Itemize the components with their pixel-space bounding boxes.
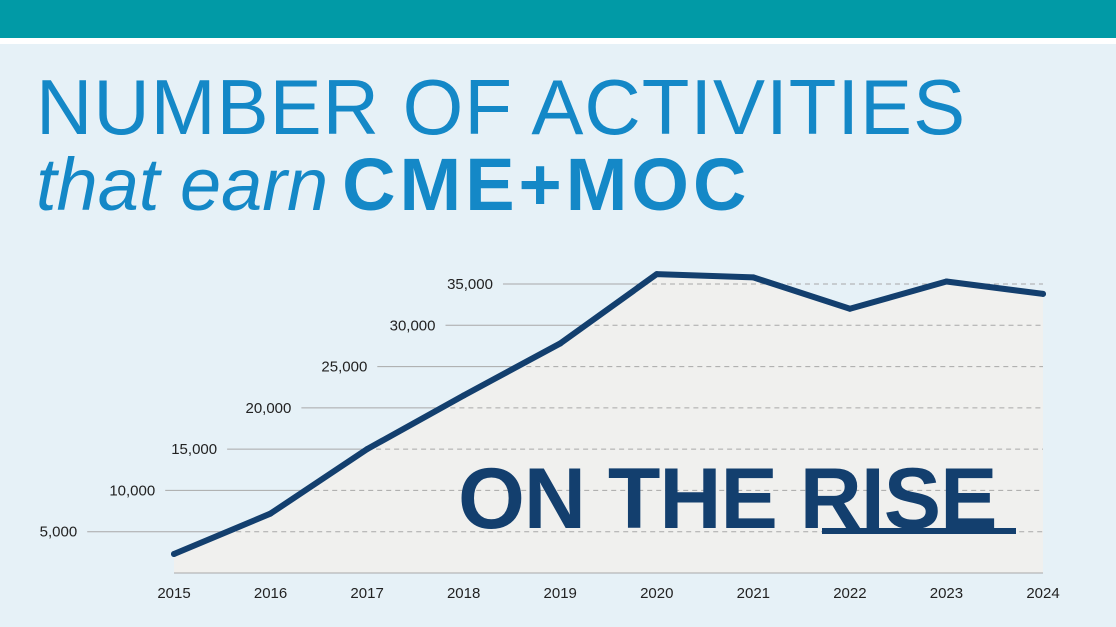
- data-point: [460, 392, 467, 399]
- callout-emphasis: RISE: [799, 451, 998, 547]
- title-line-2: that earn CME+MOC: [36, 148, 750, 222]
- y-tick-label: 30,000: [390, 317, 436, 334]
- data-point: [171, 551, 177, 558]
- y-tick-label: 20,000: [245, 400, 291, 417]
- x-tick-label: 2018: [447, 585, 480, 602]
- data-point: [557, 340, 564, 347]
- x-tick-label: 2024: [1026, 585, 1059, 602]
- x-tick-label: 2023: [930, 585, 963, 602]
- y-tick-label: 25,000: [321, 359, 367, 376]
- x-tick-label: 2021: [737, 585, 770, 602]
- y-tick-label: 10,000: [109, 482, 155, 499]
- top-band: [0, 0, 1116, 38]
- title-line-1: NUMBER OF ACTIVITIES: [36, 63, 967, 151]
- data-point: [943, 278, 950, 285]
- y-tick-label: 5,000: [40, 524, 78, 541]
- y-tick-label: 35,000: [447, 276, 493, 293]
- data-point: [653, 271, 660, 278]
- title-bold-text: CME+MOC: [342, 143, 751, 226]
- rise-underline: [822, 528, 1016, 534]
- x-tick-label: 2019: [544, 585, 577, 602]
- data-point: [846, 305, 853, 312]
- top-divider: [0, 38, 1116, 44]
- series-line: [171, 271, 1046, 558]
- x-tick-label: 2017: [350, 585, 383, 602]
- data-point: [1040, 290, 1046, 297]
- x-tick-label: 2016: [254, 585, 287, 602]
- callout-prefix: ON THE: [458, 451, 800, 547]
- on-the-rise-callout: ON THE RISE: [458, 456, 998, 542]
- data-point: [267, 510, 274, 517]
- data-point: [364, 446, 371, 453]
- title-italic-text: that earn: [36, 143, 329, 226]
- y-tick-label: 15,000: [171, 441, 217, 458]
- area-fill: [174, 274, 1043, 573]
- data-point: [750, 274, 757, 281]
- x-tick-label: 2020: [640, 585, 673, 602]
- x-tick-label: 2022: [833, 585, 866, 602]
- x-tick-label: 2015: [157, 585, 190, 602]
